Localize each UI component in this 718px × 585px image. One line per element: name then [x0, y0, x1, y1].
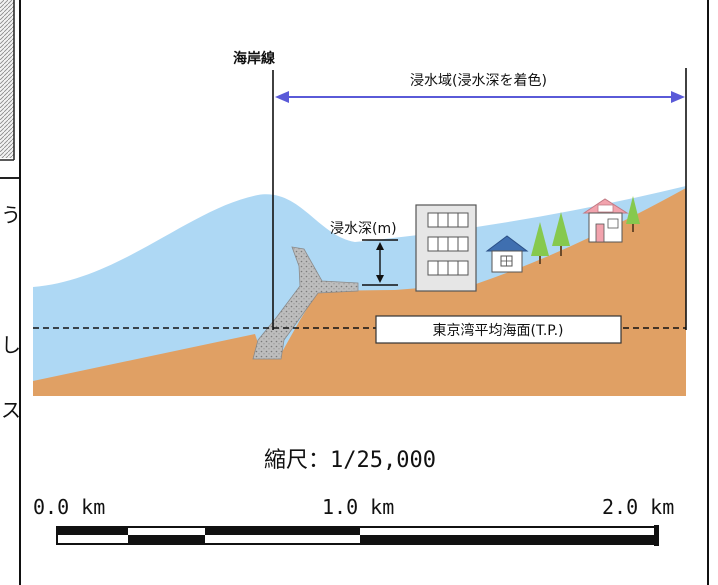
map-thumbnail-fragment [0, 0, 14, 158]
inundation-area-label: 浸水域(浸水深を着色) [410, 72, 547, 89]
tp-datum-label-box [375, 315, 622, 344]
left-panel-fragment: う し ス [0, 0, 21, 422]
scale-tick-label: 2.0 km [602, 495, 674, 519]
tree [531, 222, 549, 264]
scale-bar-segment [128, 535, 205, 544]
sea-wall [252, 246, 359, 360]
land-ground [33, 188, 686, 396]
scale-bar-segment [57, 527, 128, 535]
side-fragment-text: し [1, 333, 21, 357]
inundation-depth-label: 浸水深(m) [330, 221, 397, 237]
side-fragment-text: ス [1, 398, 21, 422]
scale-bar-segment [360, 535, 657, 544]
scale-bar-segment [205, 527, 360, 535]
coastline-label: 海岸線 [233, 50, 275, 67]
scale-title: 縮尺：1/25,000 [264, 448, 436, 473]
apartment-building [415, 204, 477, 292]
inundation-depth-marker [362, 239, 398, 286]
side-fragment-text: う [1, 203, 21, 227]
scale-tick-label: 0.0 km [33, 495, 105, 519]
tree [552, 212, 570, 256]
scale-bar [56, 525, 659, 546]
house-blue-roof [485, 235, 529, 273]
inundation-area-arrow [275, 91, 685, 103]
house-pink-roof [582, 198, 629, 243]
tp-datum-label: 東京湾平均海面(T.P.) [433, 322, 564, 339]
scale-tick-label: 1.0 km [322, 495, 394, 519]
tree [626, 196, 640, 232]
scale-bar-end [654, 525, 659, 546]
